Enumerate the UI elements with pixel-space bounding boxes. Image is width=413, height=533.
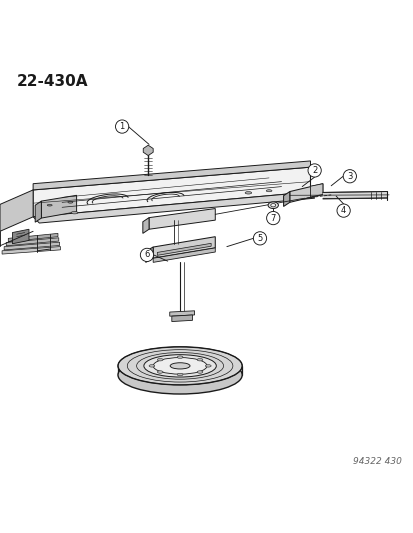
Ellipse shape xyxy=(170,363,190,369)
Polygon shape xyxy=(35,201,41,222)
Text: 4: 4 xyxy=(340,206,345,215)
Polygon shape xyxy=(33,167,310,217)
Ellipse shape xyxy=(144,354,216,377)
Text: 94322 430: 94322 430 xyxy=(352,457,401,466)
Ellipse shape xyxy=(205,365,211,367)
Ellipse shape xyxy=(149,365,154,367)
Polygon shape xyxy=(41,195,76,218)
Polygon shape xyxy=(8,233,58,241)
Text: 6: 6 xyxy=(144,251,149,260)
Circle shape xyxy=(342,169,356,183)
Circle shape xyxy=(266,212,279,225)
Polygon shape xyxy=(149,208,215,229)
Polygon shape xyxy=(2,247,60,254)
Polygon shape xyxy=(142,217,149,233)
Ellipse shape xyxy=(118,356,242,394)
Circle shape xyxy=(336,204,349,217)
Polygon shape xyxy=(143,145,153,156)
Ellipse shape xyxy=(118,347,242,385)
Ellipse shape xyxy=(71,212,78,214)
Polygon shape xyxy=(310,184,322,197)
Ellipse shape xyxy=(47,204,52,206)
Ellipse shape xyxy=(270,204,275,207)
Polygon shape xyxy=(4,242,59,250)
Polygon shape xyxy=(289,184,322,203)
Text: 2: 2 xyxy=(311,166,316,175)
Circle shape xyxy=(115,120,128,133)
Text: 3: 3 xyxy=(347,172,351,181)
Polygon shape xyxy=(33,161,310,190)
Ellipse shape xyxy=(197,371,202,373)
Ellipse shape xyxy=(157,371,163,373)
Ellipse shape xyxy=(266,190,271,192)
Polygon shape xyxy=(283,191,289,206)
Text: 5: 5 xyxy=(257,234,262,243)
Polygon shape xyxy=(145,247,153,262)
Ellipse shape xyxy=(244,191,251,194)
Polygon shape xyxy=(169,311,194,316)
Polygon shape xyxy=(153,248,215,262)
Ellipse shape xyxy=(68,201,73,203)
Polygon shape xyxy=(12,229,29,244)
Polygon shape xyxy=(153,237,215,258)
Polygon shape xyxy=(6,238,59,246)
Polygon shape xyxy=(33,192,314,223)
Ellipse shape xyxy=(177,373,183,376)
Text: 7: 7 xyxy=(270,214,275,223)
Ellipse shape xyxy=(177,356,183,358)
Text: 1: 1 xyxy=(119,122,124,131)
Ellipse shape xyxy=(197,359,202,361)
Text: 22-430A: 22-430A xyxy=(17,74,88,89)
Circle shape xyxy=(253,232,266,245)
Ellipse shape xyxy=(268,202,278,208)
Ellipse shape xyxy=(157,359,163,361)
Ellipse shape xyxy=(153,358,206,374)
Polygon shape xyxy=(157,244,211,255)
Circle shape xyxy=(140,248,153,262)
Polygon shape xyxy=(0,190,33,231)
Polygon shape xyxy=(171,315,192,321)
Polygon shape xyxy=(322,191,386,199)
Circle shape xyxy=(307,164,320,177)
